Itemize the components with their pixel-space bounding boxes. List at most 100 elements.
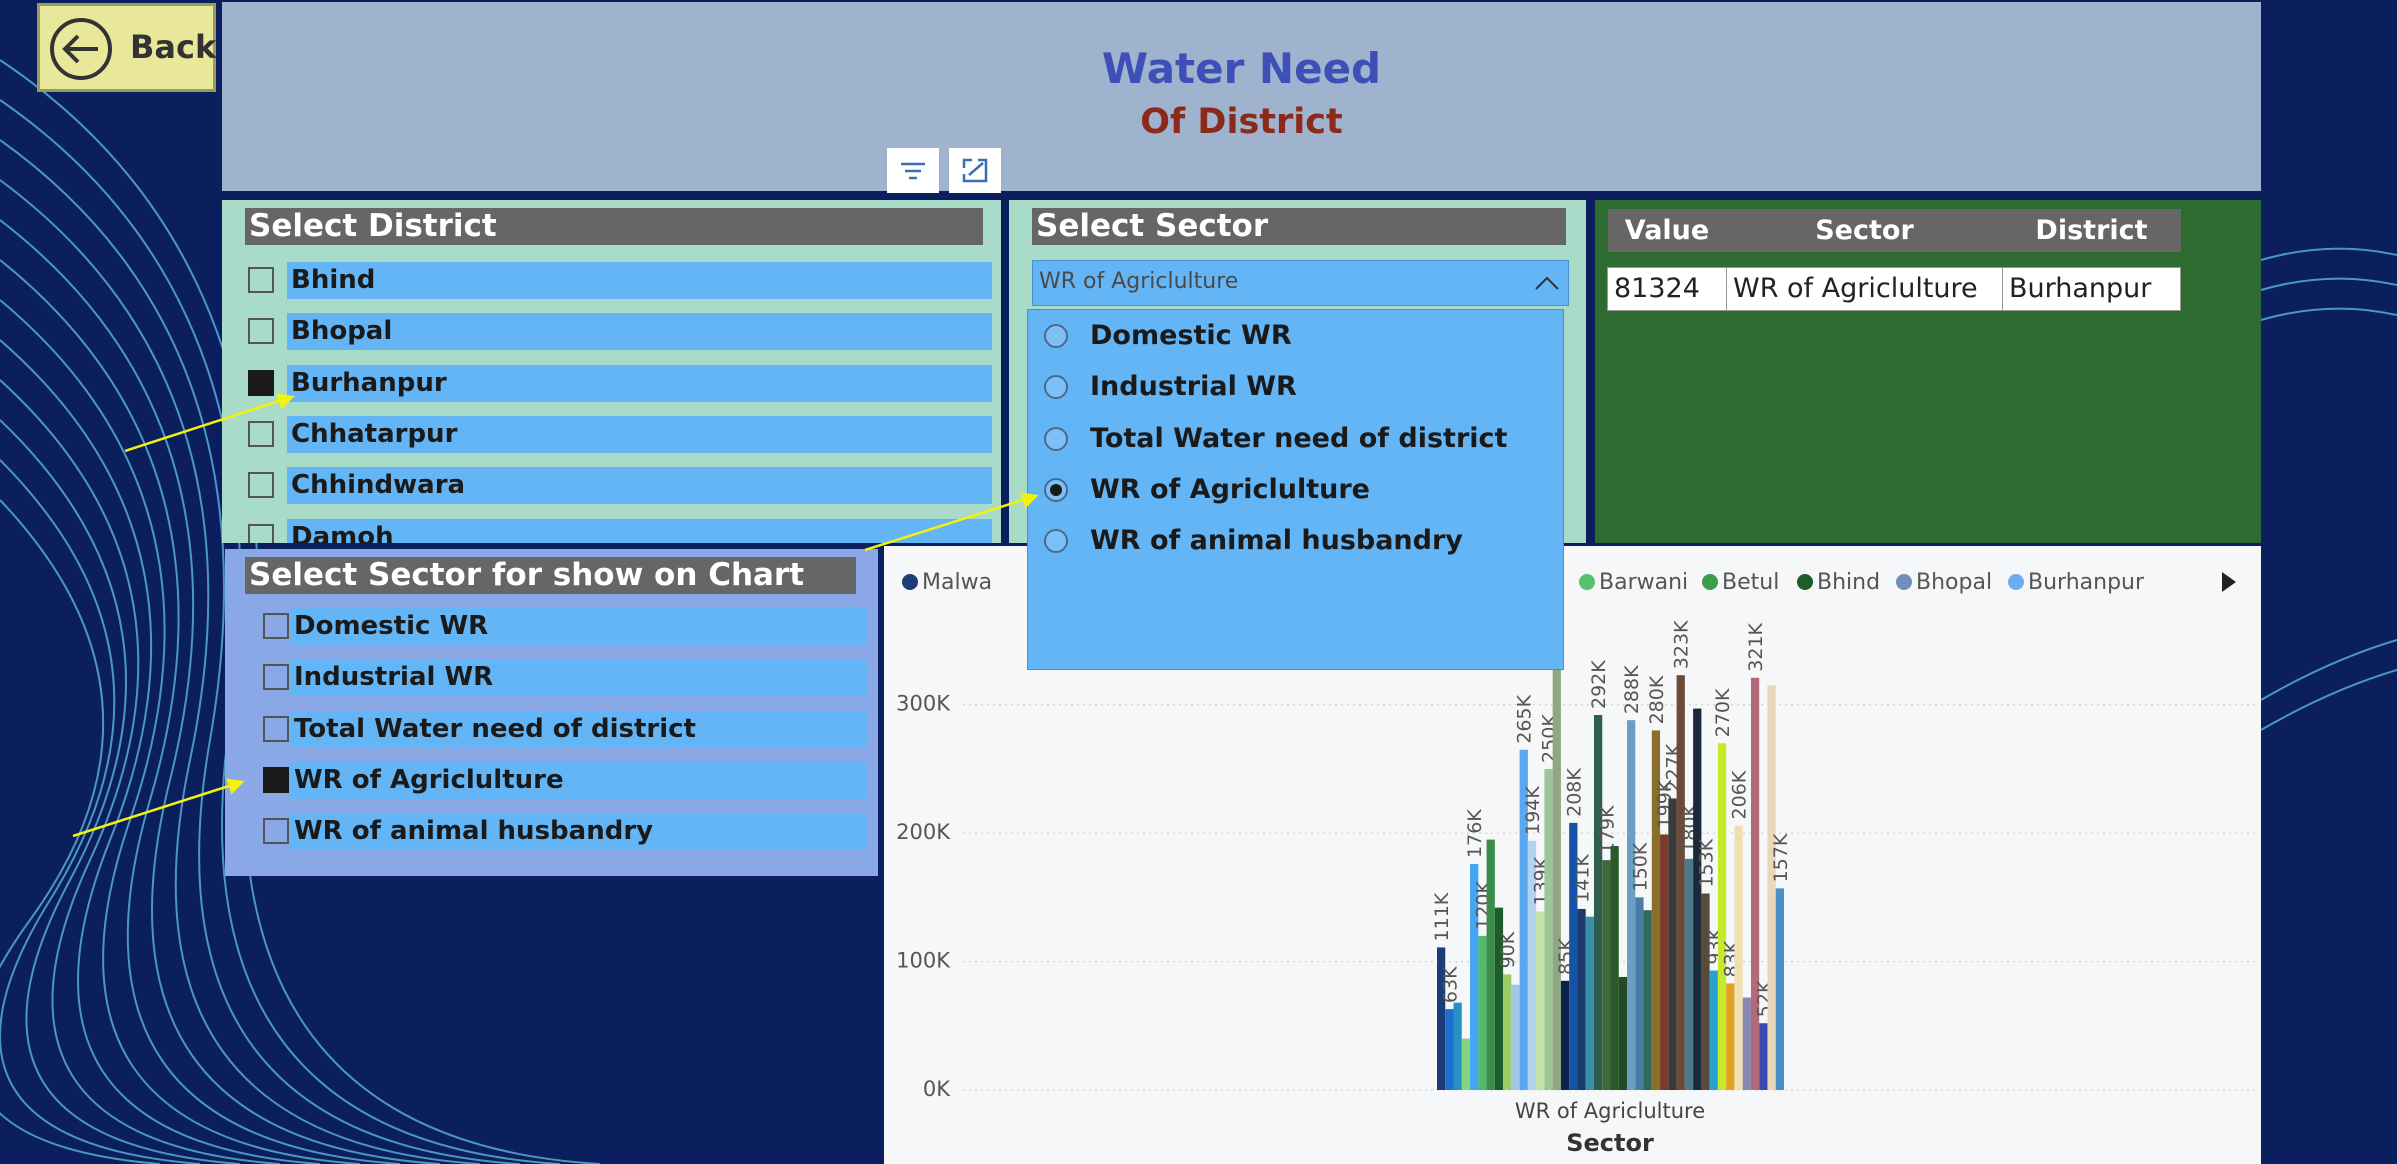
bar xyxy=(1586,917,1594,1090)
option-label: WR of animal husbandry xyxy=(1090,525,1463,556)
legend-label: Barwani xyxy=(1599,570,1688,595)
item-label: Industrial WR xyxy=(290,659,867,696)
item-label: WR of Agriclulture xyxy=(290,762,867,799)
x-tick-label: WR of Agriclulture xyxy=(1515,1099,1705,1123)
radio[interactable] xyxy=(1044,375,1068,399)
bar xyxy=(1644,910,1652,1090)
bar xyxy=(1701,894,1709,1090)
bar xyxy=(1718,743,1726,1090)
bar xyxy=(1611,846,1619,1090)
legend-marker xyxy=(1579,574,1595,590)
bar xyxy=(1710,971,1718,1090)
data-label: 153K xyxy=(1696,838,1718,887)
bar xyxy=(1627,720,1635,1090)
legend-marker xyxy=(1702,574,1718,590)
data-label: 63K xyxy=(1439,966,1461,1003)
data-label: 206K xyxy=(1729,770,1751,819)
bar xyxy=(1677,675,1685,1090)
option-label: Domestic WR xyxy=(1090,320,1292,351)
bar xyxy=(1445,1009,1453,1090)
slicer-title: Select Sector for show on Chart xyxy=(245,557,856,594)
legend-label: Bhopal xyxy=(1916,570,1992,595)
data-label: 323K xyxy=(1671,620,1693,669)
bar xyxy=(1511,985,1519,1090)
data-label: 194K xyxy=(1522,786,1544,835)
data-label: 208K xyxy=(1563,768,1585,817)
bar xyxy=(1685,859,1693,1090)
legend-marker xyxy=(1896,574,1912,590)
bar xyxy=(1478,936,1486,1090)
item-label: Total Water need of district xyxy=(290,711,867,748)
option-label: Total Water need of district xyxy=(1090,423,1507,454)
slicer-item[interactable]: WR of Agriclulture xyxy=(225,762,878,799)
data-label: 157K xyxy=(1770,833,1792,882)
bar xyxy=(1726,983,1734,1090)
x-axis-title: Sector xyxy=(1566,1129,1654,1157)
checkbox[interactable] xyxy=(263,613,289,639)
data-label: 292K xyxy=(1588,660,1610,709)
checkbox[interactable] xyxy=(263,818,289,844)
option-label: WR of Agriclulture xyxy=(1090,474,1370,505)
bar xyxy=(1544,769,1552,1090)
slicer-item[interactable]: Total Water need of district xyxy=(225,711,878,748)
data-label: 150K xyxy=(1629,842,1651,891)
radio[interactable] xyxy=(1044,427,1068,451)
legend-marker xyxy=(2008,574,2024,590)
bar xyxy=(1767,685,1775,1090)
legend-label: Bhind xyxy=(1817,570,1880,595)
bar xyxy=(1503,974,1511,1090)
bar xyxy=(1536,911,1544,1090)
y-tick-label: 300K xyxy=(896,692,951,716)
legend-marker xyxy=(1797,574,1813,590)
bar xyxy=(1693,709,1701,1090)
bar xyxy=(1561,981,1569,1090)
bar xyxy=(1743,998,1751,1090)
radio[interactable] xyxy=(1044,478,1068,502)
item-label: WR of animal husbandry xyxy=(290,813,867,850)
data-label: 288K xyxy=(1621,665,1643,714)
chart-sector-slicer: Select Sector for show on Chart Domestic… xyxy=(225,549,878,876)
bar xyxy=(1619,977,1627,1090)
legend-marker xyxy=(902,574,918,590)
data-label: 280K xyxy=(1646,675,1668,724)
slicer-item[interactable]: Domestic WR xyxy=(225,608,878,645)
bar xyxy=(1577,909,1585,1090)
data-label: 141K xyxy=(1572,854,1594,903)
bar xyxy=(1734,825,1742,1090)
checkbox[interactable] xyxy=(263,767,289,793)
data-label: 90K xyxy=(1497,931,1519,968)
data-label: 111K xyxy=(1431,892,1453,941)
bar xyxy=(1660,834,1668,1090)
dropdown-popup: Domestic WRIndustrial WRTotal Water need… xyxy=(1027,309,1564,670)
item-label: Domestic WR xyxy=(290,608,867,645)
bar xyxy=(1454,1003,1462,1090)
data-label: 176K xyxy=(1464,809,1486,858)
bar xyxy=(1553,666,1561,1090)
data-label: 270K xyxy=(1712,688,1734,737)
checkbox[interactable] xyxy=(263,664,289,690)
bar xyxy=(1594,715,1602,1090)
slicer-item[interactable]: WR of animal husbandry xyxy=(225,813,878,850)
data-label: 321K xyxy=(1745,623,1767,672)
data-label: 265K xyxy=(1514,694,1536,743)
y-tick-label: 0K xyxy=(923,1077,951,1101)
bar xyxy=(1751,678,1759,1090)
y-tick-label: 100K xyxy=(896,949,951,973)
radio[interactable] xyxy=(1044,529,1068,553)
dashboard: Back Water Need Of District Select Distr… xyxy=(0,0,2397,1164)
page: Water Need Of District {"back_button": {… xyxy=(0,0,2397,1164)
bar xyxy=(1462,1039,1470,1090)
bar xyxy=(1635,897,1643,1090)
legend-label: Malwa xyxy=(922,570,992,595)
bar xyxy=(1776,888,1784,1090)
bar xyxy=(1487,840,1495,1090)
y-tick-label: 200K xyxy=(896,820,951,844)
slicer-item[interactable]: Industrial WR xyxy=(225,659,878,696)
legend-label: Burhanpur xyxy=(2028,570,2145,595)
bar xyxy=(1602,860,1610,1090)
legend-label: Betul xyxy=(1722,570,1779,595)
bar xyxy=(1759,1023,1767,1090)
bar xyxy=(1668,798,1676,1090)
checkbox[interactable] xyxy=(263,716,289,742)
radio[interactable] xyxy=(1044,324,1068,348)
